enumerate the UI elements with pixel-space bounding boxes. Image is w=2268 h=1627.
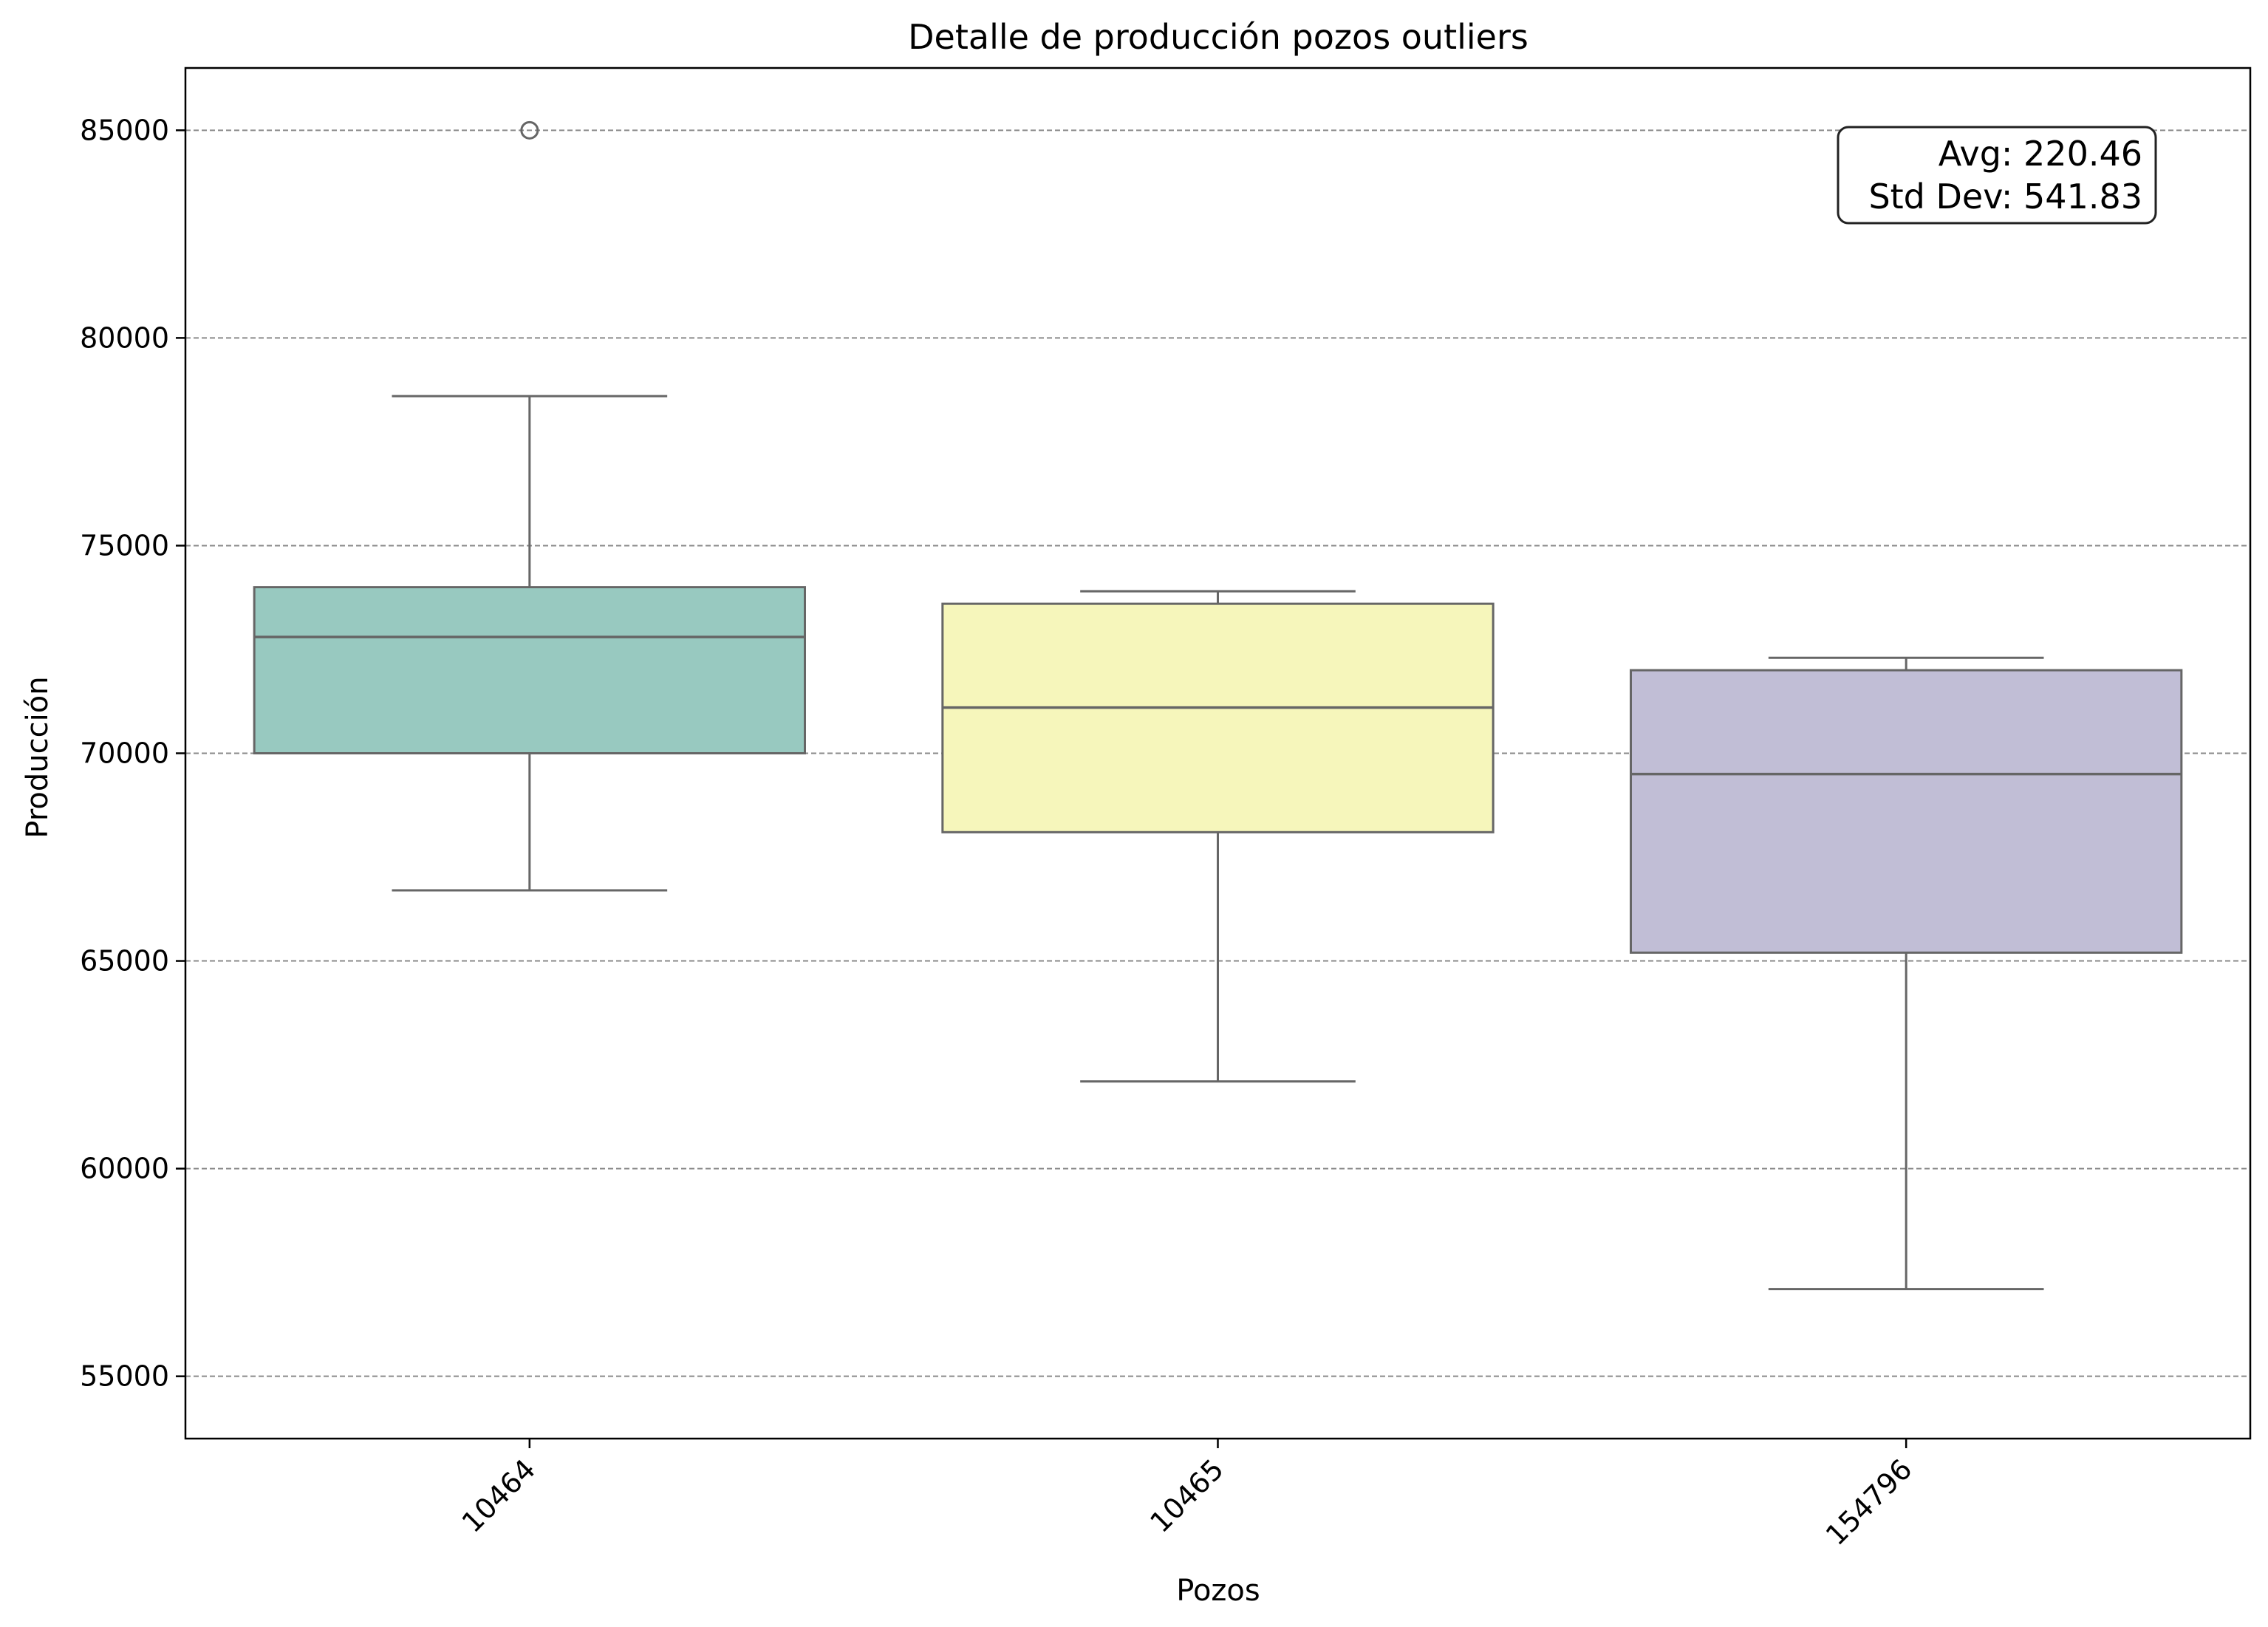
y-axis-label: Producción xyxy=(21,676,55,838)
y-axis-ticks: 55000 60000 65000 70000 75000 80000 85000 xyxy=(80,114,185,1393)
y-tick-label: 85000 xyxy=(80,114,169,146)
stats-annotation: Avg: 220.46 Std Dev: 541.83 xyxy=(1837,126,2157,225)
stats-avg-text: Avg: 220.46 xyxy=(1939,134,2142,174)
box-group xyxy=(1630,656,2183,1291)
y-tick-label: 55000 xyxy=(80,1360,169,1393)
y-tick-label: 65000 xyxy=(80,945,169,978)
y-tick-label: 80000 xyxy=(80,321,169,354)
box-group xyxy=(253,120,806,892)
stats-annotation-box xyxy=(1837,126,2157,225)
stats-std-text: Std Dev: 541.83 xyxy=(1868,177,2142,216)
y-tick-label: 75000 xyxy=(80,529,169,562)
y-tick-label: 70000 xyxy=(80,737,169,770)
box-iqr xyxy=(1630,669,2183,954)
x-axis-label: Pozos xyxy=(1176,1574,1260,1608)
box-plots xyxy=(253,120,2183,1291)
box-iqr xyxy=(253,586,806,754)
chart-title: Detalle de producción pozos outliers xyxy=(908,17,1528,57)
box-group xyxy=(941,590,1495,1083)
box-iqr xyxy=(941,602,1495,833)
outlier-point xyxy=(520,120,539,140)
y-tick-label: 60000 xyxy=(80,1153,169,1185)
